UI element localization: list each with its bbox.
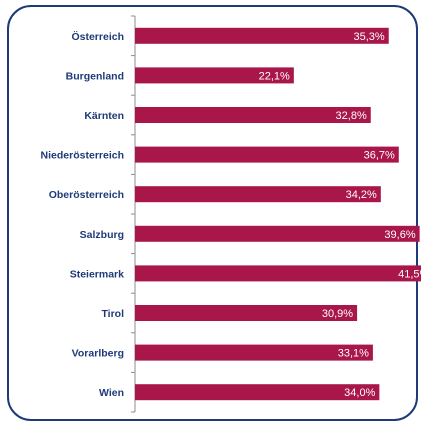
data-label: 34,0% <box>344 387 375 399</box>
data-label: 33,1% <box>338 348 369 360</box>
category-label: Tirol <box>101 308 124 320</box>
bar <box>135 67 294 84</box>
bar <box>135 305 358 321</box>
data-label: 22,1% <box>259 70 290 82</box>
category-label: Kärnten <box>84 110 124 122</box>
data-label: 41,5% <box>398 268 421 280</box>
data-label: 35,3% <box>354 31 385 43</box>
category-label: Steiermark <box>70 268 124 280</box>
bar <box>135 384 380 401</box>
data-label: 34,2% <box>346 189 377 201</box>
data-label: 36,7% <box>364 150 395 162</box>
category-label: Burgenland <box>66 70 124 82</box>
bar <box>135 265 421 282</box>
data-label: 39,6% <box>384 229 415 241</box>
category-label: Österreich <box>71 30 124 43</box>
category-label: Salzburg <box>80 229 124 241</box>
data-label: 32,8% <box>336 110 367 122</box>
category-label: Oberösterreich <box>49 189 124 201</box>
data-label: 30,9% <box>322 308 353 320</box>
bar <box>135 186 381 203</box>
category-label: Wien <box>99 387 124 399</box>
bar <box>135 146 399 163</box>
category-label: Vorarlberg <box>72 348 124 360</box>
bar <box>135 225 420 242</box>
bar <box>135 27 389 44</box>
bar <box>135 107 371 123</box>
bar <box>135 344 373 361</box>
category-label: Niederösterreich <box>41 150 124 162</box>
